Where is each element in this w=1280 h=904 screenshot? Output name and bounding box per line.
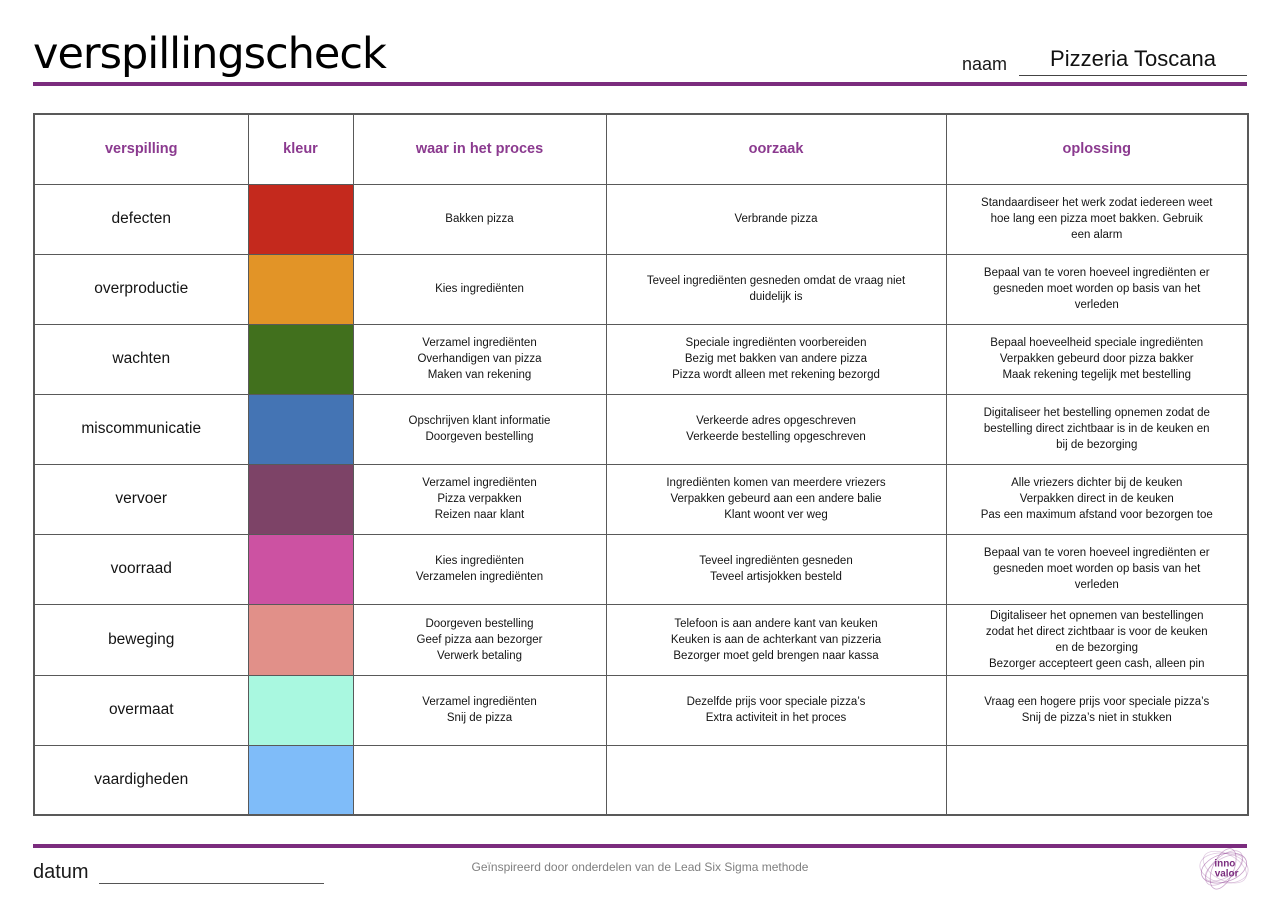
naam-field-group: naam Pizzeria Toscana	[962, 46, 1247, 78]
oorzaak-cell: Teveel ingrediënten gesneden omdat de vr…	[605, 253, 947, 325]
oorzaak-cell: Speciale ingrediënten voorbereiden Bezig…	[605, 323, 947, 395]
color-swatch-miscommunicatie	[249, 395, 352, 463]
page-title: verspillingscheck	[33, 28, 387, 79]
color-swatch-wachten	[249, 325, 352, 393]
proces-cell: Kies ingrediënten Verzamelen ingrediënte…	[352, 533, 607, 605]
innovalor-swirl-icon: inno valor	[1199, 848, 1249, 890]
column-header-proces: waar in het proces	[352, 113, 607, 185]
waste-name: overmaat	[33, 674, 249, 746]
innovalor-logo: inno valor	[1198, 842, 1250, 894]
waste-name: defecten	[33, 183, 249, 255]
oorzaak-cell: Ingrediënten komen van meerdere vriezers…	[605, 463, 947, 535]
table-row-beweging: beweging Doorgeven bestelling Geef pizza…	[33, 603, 1249, 676]
table-row-voorraad: voorraad Kies ingrediënten Verzamelen in…	[33, 533, 1249, 605]
verspilling-table: verspilling kleur waar in het proces oor…	[33, 113, 1249, 817]
oorzaak-cell: Verkeerde adres opgeschreven Verkeerde b…	[605, 393, 947, 465]
color-swatch-vaardigheden	[249, 746, 352, 815]
logo-text-line2: valor	[1215, 869, 1239, 880]
color-swatch-overmaat	[249, 676, 352, 745]
proces-cell: Verzamel ingrediënten Overhandigen van p…	[352, 323, 607, 395]
color-cell	[247, 183, 354, 255]
proces-cell: Bakken pizza	[352, 183, 607, 255]
oplossing-cell: Standaardiseer het werk zodat iedereen w…	[945, 183, 1249, 255]
oplossing-cell: Digitaliseer het opnemen van bestellinge…	[945, 603, 1249, 676]
color-cell	[247, 744, 354, 816]
color-swatch-vervoer	[249, 465, 352, 533]
waste-name: voorraad	[33, 533, 249, 605]
table-row-overproductie: overproductie Kies ingrediënten Teveel i…	[33, 253, 1249, 325]
footer-divider	[33, 844, 1247, 849]
proces-cell: Verzamel ingrediënten Pizza verpakken Re…	[352, 463, 607, 535]
oplossing-cell: Bepaal van te voren hoeveel ingrediënten…	[945, 253, 1249, 325]
proces-cell: Verzamel ingrediënten Snij de pizza	[352, 674, 607, 746]
header-divider	[33, 82, 1247, 86]
color-cell	[247, 463, 354, 535]
table-row-vervoer: vervoer Verzamel ingrediënten Pizza verp…	[33, 463, 1249, 535]
oorzaak-cell: Verbrande pizza	[605, 183, 947, 255]
oplossing-cell: Bepaal hoeveelheid speciale ingrediënten…	[945, 323, 1249, 395]
proces-cell: Opschrijven klant informatie Doorgeven b…	[352, 393, 607, 465]
credit-text: Geïnspireerd door onderdelen van de Lead…	[471, 860, 809, 874]
column-header-verspilling: verspilling	[33, 113, 249, 185]
color-cell	[247, 393, 354, 465]
waste-name: vervoer	[33, 463, 249, 535]
document-footer: datum Geïnspireerd door onderdelen van d…	[0, 844, 1280, 896]
oplossing-cell: Digitaliseer het bestelling opnemen zoda…	[945, 393, 1249, 465]
waste-name: beweging	[33, 603, 249, 676]
table-row-wachten: wachten Verzamel ingrediënten Overhandig…	[33, 323, 1249, 395]
proces-cell: Kies ingrediënten	[352, 253, 607, 325]
logo-text-line1: inno	[1214, 858, 1235, 869]
waste-name: vaardigheden	[33, 744, 249, 816]
color-swatch-beweging	[249, 605, 352, 675]
table-row-defecten: defecten Bakken pizza Verbrande pizza St…	[33, 183, 1249, 255]
naam-value: Pizzeria Toscana	[1019, 46, 1247, 76]
proces-cell: Doorgeven bestelling Geef pizza aan bezo…	[352, 603, 607, 676]
table-row-overmaat: overmaat Verzamel ingrediënten Snij de p…	[33, 674, 1249, 746]
datum-fill-line	[98, 870, 324, 884]
waste-name: miscommunicatie	[33, 393, 249, 465]
column-header-oplossing: oplossing	[945, 113, 1249, 185]
document-header: verspillingscheck naam Pizzeria Toscana	[0, 0, 1280, 78]
column-header-oorzaak: oorzaak	[605, 113, 947, 185]
table-row-vaardigheden: vaardigheden	[33, 744, 1249, 816]
color-cell	[247, 533, 354, 605]
color-swatch-defecten	[249, 185, 352, 253]
color-swatch-voorraad	[249, 535, 352, 603]
table-header-row: verspilling kleur waar in het proces oor…	[33, 113, 1249, 185]
oorzaak-cell: Telefoon is aan andere kant van keuken K…	[605, 603, 947, 676]
oplossing-cell: Bepaal van te voren hoeveel ingrediënten…	[945, 533, 1249, 605]
color-cell	[247, 323, 354, 395]
color-cell	[247, 253, 354, 325]
oplossing-cell	[945, 744, 1249, 816]
oorzaak-cell: Dezelfde prijs voor speciale pizza’s Ext…	[605, 674, 947, 746]
color-cell	[247, 674, 354, 746]
oorzaak-cell: Teveel ingrediënten gesneden Teveel arti…	[605, 533, 947, 605]
waste-name: wachten	[33, 323, 249, 395]
oorzaak-cell	[605, 744, 947, 816]
datum-field-group: datum	[33, 861, 324, 884]
proces-cell	[352, 744, 607, 816]
oplossing-cell: Vraag een hogere prijs voor speciale piz…	[945, 674, 1249, 746]
oplossing-cell: Alle vriezers dichter bij de keuken Verp…	[945, 463, 1249, 535]
color-swatch-overproductie	[249, 255, 352, 323]
color-cell	[247, 603, 354, 676]
column-header-kleur: kleur	[247, 113, 354, 185]
naam-label: naam	[961, 54, 1007, 74]
waste-name: overproductie	[33, 253, 249, 325]
table-row-miscommunicatie: miscommunicatie Opschrijven klant inform…	[33, 393, 1249, 465]
datum-label: datum	[33, 861, 89, 883]
